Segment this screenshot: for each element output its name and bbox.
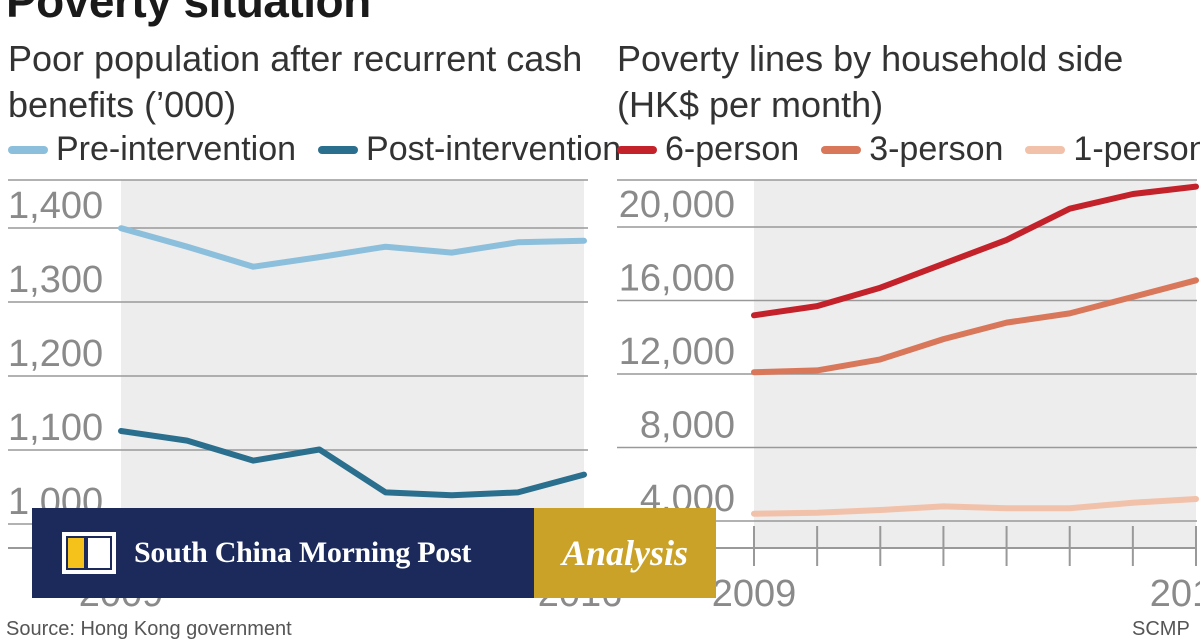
- series-line-6-person: [751, 183, 1199, 319]
- legend-item-post-intervention: Post-intervention: [318, 130, 621, 169]
- y-tick-label: 1,100: [8, 407, 103, 449]
- scmp-brand-block: South China Morning Post: [32, 508, 534, 598]
- publication-name: South China Morning Post: [134, 536, 472, 569]
- legend-swatch: [821, 145, 862, 154]
- y-tick-label: 1,200: [8, 333, 103, 375]
- legend-label: 3-person: [869, 130, 1004, 168]
- scmp-logo-icon: [62, 532, 116, 574]
- x-tick-label: 2009: [712, 573, 797, 615]
- series-line-1-person: [751, 496, 1199, 517]
- legend-label: Post-intervention: [366, 130, 622, 168]
- legend-item-6-person: 6-person: [617, 130, 799, 169]
- plot-area-1: [754, 180, 1196, 548]
- legend-label: Pre-intervention: [56, 130, 297, 168]
- legend-swatch: [1025, 145, 1066, 154]
- page-title: Poverty situation: [6, 0, 371, 27]
- series-line-3-person: [751, 277, 1199, 376]
- left-chart-legend: Pre-intervention Post-intervention: [8, 130, 643, 169]
- legend-label: 6-person: [665, 130, 800, 168]
- y-tick-label: 1,300: [8, 259, 103, 301]
- legend-item-3-person: 3-person: [821, 130, 1003, 169]
- publication-branding-bar: South China Morning Post Analysis: [32, 508, 716, 598]
- legend-swatch: [8, 145, 48, 154]
- x-tick-label: 2016: [1150, 573, 1200, 615]
- y-tick-label: 1,400: [8, 185, 103, 227]
- right-chart-legend: 6-person 3-person 1-person: [617, 130, 1200, 169]
- legend-swatch: [617, 145, 657, 154]
- y-tick-label: 16,000: [619, 258, 735, 300]
- y-tick-label: 8,000: [640, 405, 735, 447]
- legend-item-1-person: 1-person: [1025, 130, 1200, 169]
- y-tick-label: 12,000: [619, 331, 735, 373]
- right-chart-title: Poverty lines by household side (HK$ per…: [617, 38, 1124, 125]
- series-line-pre-intervention: [118, 225, 587, 270]
- legend-swatch: [318, 145, 359, 154]
- y-tick-label: 20,000: [619, 184, 735, 226]
- analysis-tag: Analysis: [534, 508, 716, 598]
- legend-label: 1-person: [1073, 130, 1200, 168]
- legend-item-pre-intervention: Pre-intervention: [8, 130, 296, 169]
- left-chart-title: Poor population after recurrent cash ben…: [8, 38, 583, 125]
- series-line-post-intervention: [118, 428, 587, 499]
